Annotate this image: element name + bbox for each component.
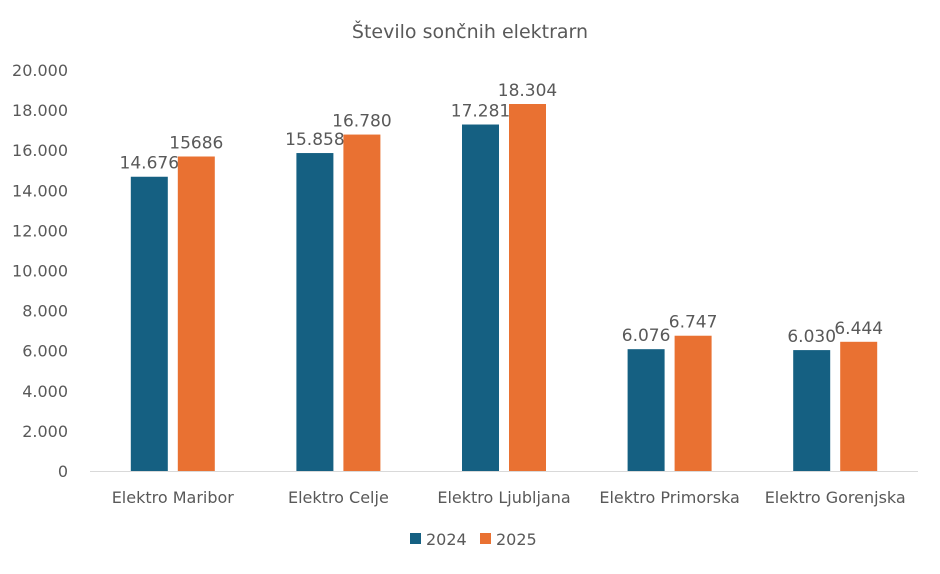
data-label: 16.780 xyxy=(332,112,391,132)
x-tick-label: Elektro Gorenjska xyxy=(765,488,906,507)
data-label: 6.030 xyxy=(787,327,836,347)
bar-2025 xyxy=(674,335,712,471)
y-tick-label: 18.000 xyxy=(12,101,68,120)
data-label: 17.281 xyxy=(451,102,510,122)
x-tick-label: Elektro Ljubljana xyxy=(437,488,570,507)
bar-2024 xyxy=(462,124,499,471)
y-tick-label: 0 xyxy=(58,462,68,481)
bar-2024 xyxy=(296,153,334,471)
y-tick-label: 14.000 xyxy=(12,181,68,200)
y-tick-label: 20.000 xyxy=(12,61,68,80)
x-tick-label: Elektro Primorska xyxy=(599,488,740,507)
legend-swatch xyxy=(410,533,421,544)
bar-2025 xyxy=(177,156,215,471)
bar-2025 xyxy=(840,341,878,471)
data-label: 6.076 xyxy=(622,326,671,346)
y-tick-label: 6.000 xyxy=(22,342,68,361)
bar-2025 xyxy=(509,104,546,472)
legend-label: 2025 xyxy=(496,530,537,549)
bar-2024 xyxy=(130,176,168,471)
y-tick-label: 2.000 xyxy=(22,422,68,441)
legend-label: 2024 xyxy=(426,530,467,549)
data-label: 18.304 xyxy=(498,81,557,101)
legend: 2024 2025 xyxy=(410,530,537,549)
legend-swatch xyxy=(480,533,491,544)
y-tick-label: 4.000 xyxy=(22,382,68,401)
y-axis: 0 2.000 4.000 6.000 8.000 10.000 12.000 14.000 1… xyxy=(12,61,68,481)
data-label: 15686 xyxy=(169,133,223,153)
bar-2024 xyxy=(793,350,831,471)
data-label: 14.676 xyxy=(120,154,179,174)
y-tick-label: 8.000 xyxy=(22,302,68,321)
x-axis: Elektro Maribor Elektro Celje Elektro Ljub… xyxy=(112,488,906,507)
chart-title: Število sončnih elektrarn xyxy=(352,19,588,43)
x-tick-label: Elektro Maribor xyxy=(112,488,235,507)
data-label: 6.747 xyxy=(669,313,718,333)
bar-2024 xyxy=(627,349,665,471)
data-label: 6.444 xyxy=(834,319,883,339)
y-tick-label: 10.000 xyxy=(12,262,68,281)
x-tick-label: Elektro Celje xyxy=(288,488,389,507)
y-tick-label: 12.000 xyxy=(12,221,68,240)
y-tick-label: 16.000 xyxy=(12,141,68,160)
data-label: 15.858 xyxy=(285,130,344,150)
bar-2025 xyxy=(343,134,381,471)
